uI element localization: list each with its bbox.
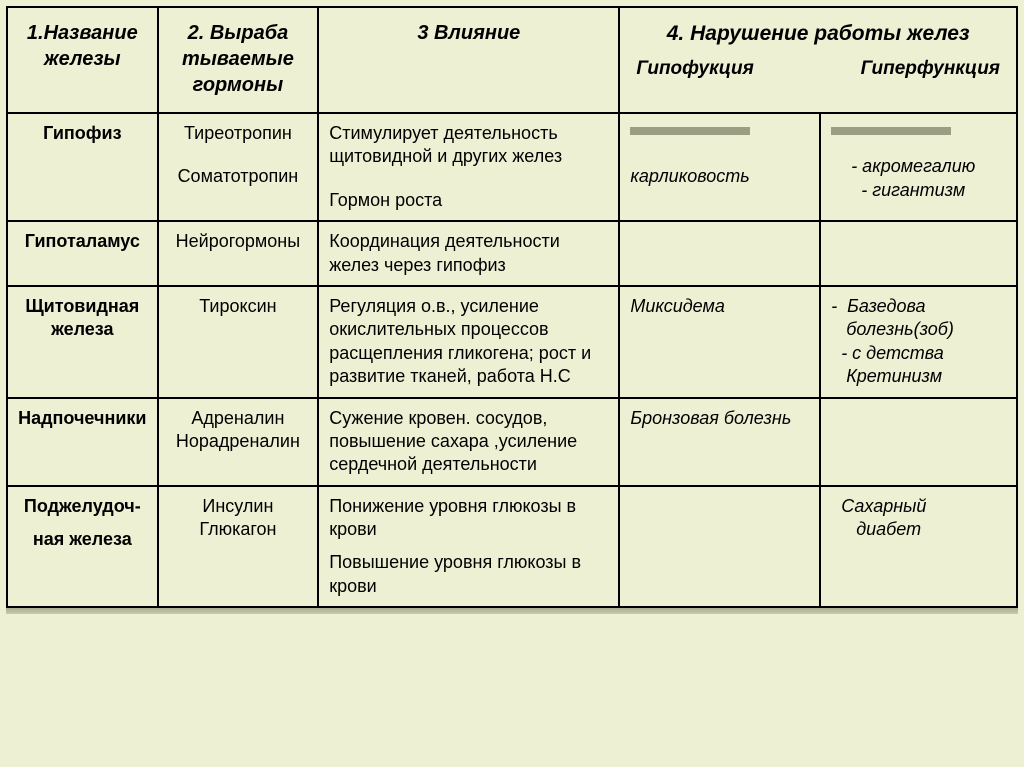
cell-gland-name: Поджелудоч-ная железа	[7, 486, 158, 608]
cell-gland-name: Гипоталамус	[7, 221, 158, 286]
cell-hyperfunction: Сахарный диабет	[820, 486, 1017, 608]
header-hormones: 2. Выраба тываемые гормоны	[158, 7, 319, 113]
table-body: ГипофизТиреотропинСоматотропинСтимулируе…	[7, 113, 1017, 607]
table-header: 1.Название железы 2. Выраба тываемые гор…	[7, 7, 1017, 113]
cell-gland-name: Гипофиз	[7, 113, 158, 221]
table-row: Щитовидная железаТироксинРегуляция о.в.,…	[7, 286, 1017, 398]
header-influence: 3 Влияние	[318, 7, 619, 113]
cell-hypofunction	[619, 486, 820, 608]
cell-hormones: ТиреотропинСоматотропин	[158, 113, 319, 221]
cell-hormones: Нейрогормоны	[158, 221, 319, 286]
cell-influence: Сужение кровен. сосудов, повышение сахар…	[318, 398, 619, 486]
header-dysfunction: 4. Нарушение работы желез Гипофукция Гип…	[619, 7, 1017, 113]
header-hyperfunction: Гиперфункция	[861, 57, 1000, 82]
header-hypofunction: Гипофукция	[636, 57, 753, 82]
cell-hyperfunction	[820, 221, 1017, 286]
cell-influence: Регуляция о.в., усиление окислительных п…	[318, 286, 619, 398]
table-row: НадпочечникиАдреналинНорадреналинСужение…	[7, 398, 1017, 486]
header-gland: 1.Название железы	[7, 7, 158, 113]
header-dysfunction-title: 4. Нарушение работы желез	[630, 20, 1006, 47]
cell-hyperfunction: - Базедова болезнь(зоб) - с детства Крет…	[820, 286, 1017, 398]
cell-influence: Стимулирует деятельность щитовидной и др…	[318, 113, 619, 221]
cell-influence: Понижение уровня глюкозы в кровиПовышени…	[318, 486, 619, 608]
cell-hypofunction: Миксидема	[619, 286, 820, 398]
cell-hormones: АдреналинНорадреналин	[158, 398, 319, 486]
cell-hypofunction: карликовость	[619, 113, 820, 221]
cell-hyperfunction	[820, 398, 1017, 486]
cell-gland-name: Щитовидная железа	[7, 286, 158, 398]
cell-hormones: Тироксин	[158, 286, 319, 398]
cell-hyperfunction: - акромегалию - гигантизм	[820, 113, 1017, 221]
table-row: ГипоталамусНейрогормоныКоординация деяте…	[7, 221, 1017, 286]
table-row: Поджелудоч-ная железаИнсулинГлюкагонПони…	[7, 486, 1017, 608]
cell-influence: Координация деятельности желез через гип…	[318, 221, 619, 286]
table-row: ГипофизТиреотропинСоматотропинСтимулируе…	[7, 113, 1017, 221]
bottom-shadow	[6, 608, 1018, 614]
glands-table: 1.Название железы 2. Выраба тываемые гор…	[6, 6, 1018, 608]
cell-hypofunction	[619, 221, 820, 286]
cell-hypofunction: Бронзовая болезнь	[619, 398, 820, 486]
cell-hormones: ИнсулинГлюкагон	[158, 486, 319, 608]
cell-gland-name: Надпочечники	[7, 398, 158, 486]
